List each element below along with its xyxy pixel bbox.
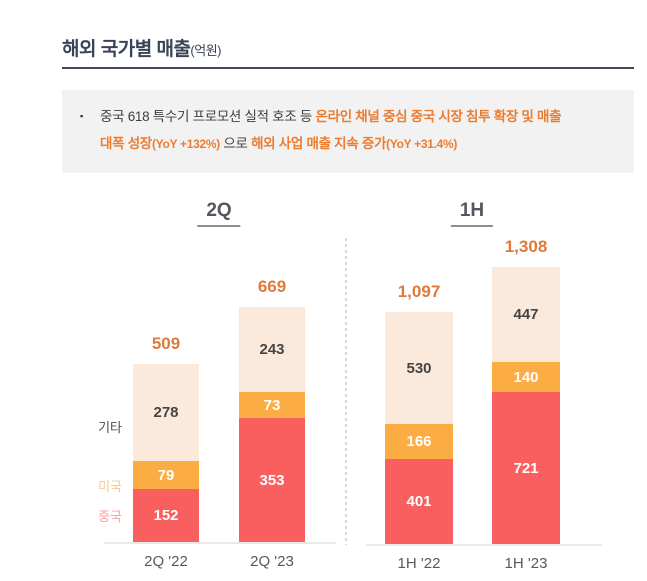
callout-segment: 온라인 채널 중심 중국 시장 침투 확장 및 매출 [315,109,562,124]
page-title-unit: (억원) [190,43,222,58]
bar-total-label: 1,097 [397,282,441,301]
bar-segment-기타: 530 [385,312,453,424]
x-axis-line [104,542,336,544]
callout-segment: 으로 [219,136,252,151]
chart-section-title-1h: 1H [450,200,494,227]
callout-segment: 해외 사업 매출 지속 증가 [251,136,387,151]
bar-total-label: 509 [151,334,181,353]
legend-label-중국: 중국 [98,509,122,524]
bar-total-label: 1,308 [504,237,548,256]
bar-segment-기타: 243 [239,307,305,392]
bar-segment-미국: 73 [239,392,305,418]
x-axis-line [366,544,602,546]
bar-segment-중국: 721 [492,392,560,544]
callout-segment: 대폭 성장 [100,136,152,151]
x-axis-category-label: 2Q '22 [144,553,188,570]
page-title: 해외 국가별 매출(억원) [62,34,222,61]
callout-segment: (YoY +132%) [151,137,220,151]
chart-section-title-2q: 2Q [197,200,241,227]
x-axis-category-label: 1H '23 [504,555,548,572]
legend-label-기타: 기타 [98,420,122,435]
legend-label-미국: 미국 [98,479,122,494]
page-title-text: 해외 국가별 매출 [62,39,191,60]
bar-total-label: 669 [257,277,287,296]
vertical-dashed-divider [345,238,347,545]
bar-segment-중국: 353 [239,418,305,542]
bar-segment-중국: 401 [385,459,453,544]
bar-segment-미국: 140 [492,362,560,392]
callout-text: 중국 618 특수기 프로모션 실적 호조 등 온라인 채널 중심 중국 시장 … [100,103,620,158]
highlight-callout-box: ▪ 중국 618 특수기 프로모션 실적 호조 등 온라인 채널 중심 중국 시… [62,90,634,173]
callout-segment: (YoY +31.4%) [386,137,458,151]
title-divider-rule [62,67,634,69]
x-axis-category-label: 1H '22 [397,555,441,572]
bullet-square-icon: ▪ [80,111,84,121]
bar-segment-중국: 152 [133,489,199,542]
bar-segment-기타: 278 [133,364,199,461]
x-axis-category-label: 2Q '23 [250,553,294,570]
bar-segment-기타: 447 [492,267,560,362]
bar-segment-미국: 79 [133,461,199,489]
callout-segment: 중국 618 특수기 프로모션 실적 호조 등 [100,109,316,124]
bar-segment-미국: 166 [385,424,453,459]
